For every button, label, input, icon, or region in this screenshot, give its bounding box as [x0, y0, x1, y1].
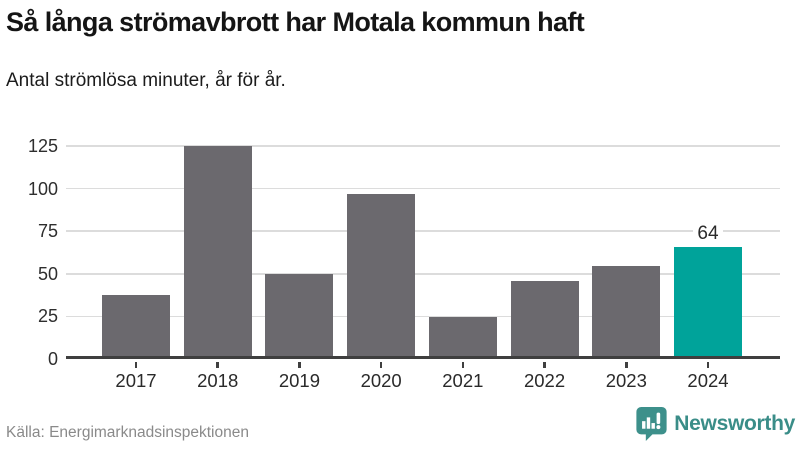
newsworthy-wordmark: Newsworthy	[674, 412, 795, 435]
newsworthy-logo-icon	[636, 406, 667, 446]
gridline	[66, 145, 780, 147]
plot-area: 64	[66, 145, 780, 359]
bar-highlighted	[673, 246, 742, 356]
gridline	[66, 187, 780, 190]
bar	[428, 316, 497, 356]
y-tick-label: 100	[27, 178, 58, 199]
x-tick-label: 2020	[360, 370, 402, 391]
x-tick	[379, 362, 383, 368]
gridline	[66, 273, 780, 275]
bar	[510, 281, 579, 356]
y-tick-label: 125	[27, 136, 58, 156]
y-tick-label: 50	[37, 263, 58, 284]
x-tick-label: 2022	[523, 370, 566, 391]
x-tick	[461, 362, 465, 368]
x-tick-label: 2019	[278, 370, 320, 391]
bar-value-label: 64	[668, 222, 748, 245]
x-tick-label: 2018	[197, 370, 239, 391]
source-note: Källa: Energimarknadsinspektionen	[6, 424, 249, 441]
x-tick	[706, 362, 710, 368]
x-tick	[625, 362, 628, 368]
gridline	[66, 230, 780, 232]
x-tick	[543, 362, 546, 368]
bar	[265, 274, 334, 356]
x-tick-label: 2023	[605, 370, 647, 391]
bar	[102, 294, 170, 356]
x-tick-label: 2024	[687, 370, 729, 391]
bar	[347, 194, 416, 356]
x-tick	[298, 362, 301, 368]
bar	[183, 146, 252, 356]
gridline	[66, 315, 780, 318]
x-tick-label: 2021	[442, 370, 484, 391]
y-tick-label: 0	[47, 349, 58, 369]
chart-subtitle: Antal strömlösa minuter, år för år.	[6, 70, 286, 91]
bar	[592, 265, 661, 356]
y-tick-label: 25	[37, 306, 58, 327]
chart-title: Så långa strömavbrott har Motala kommun …	[6, 7, 585, 37]
x-axis: 2017 2018 2019 2020 2021 2022 2023 2024	[66, 362, 780, 396]
y-tick-label: 75	[37, 221, 58, 242]
x-tick-label: 2017	[115, 370, 157, 391]
newsworthy-logo[interactable]: Newsworthy	[636, 406, 795, 446]
y-axis: 0 25 50 75 100 125	[0, 136, 58, 369]
x-tick	[216, 362, 219, 368]
x-tick	[134, 362, 138, 368]
chart-footer: Källa: Energimarknadsinspektionen Newswo…	[0, 406, 800, 450]
